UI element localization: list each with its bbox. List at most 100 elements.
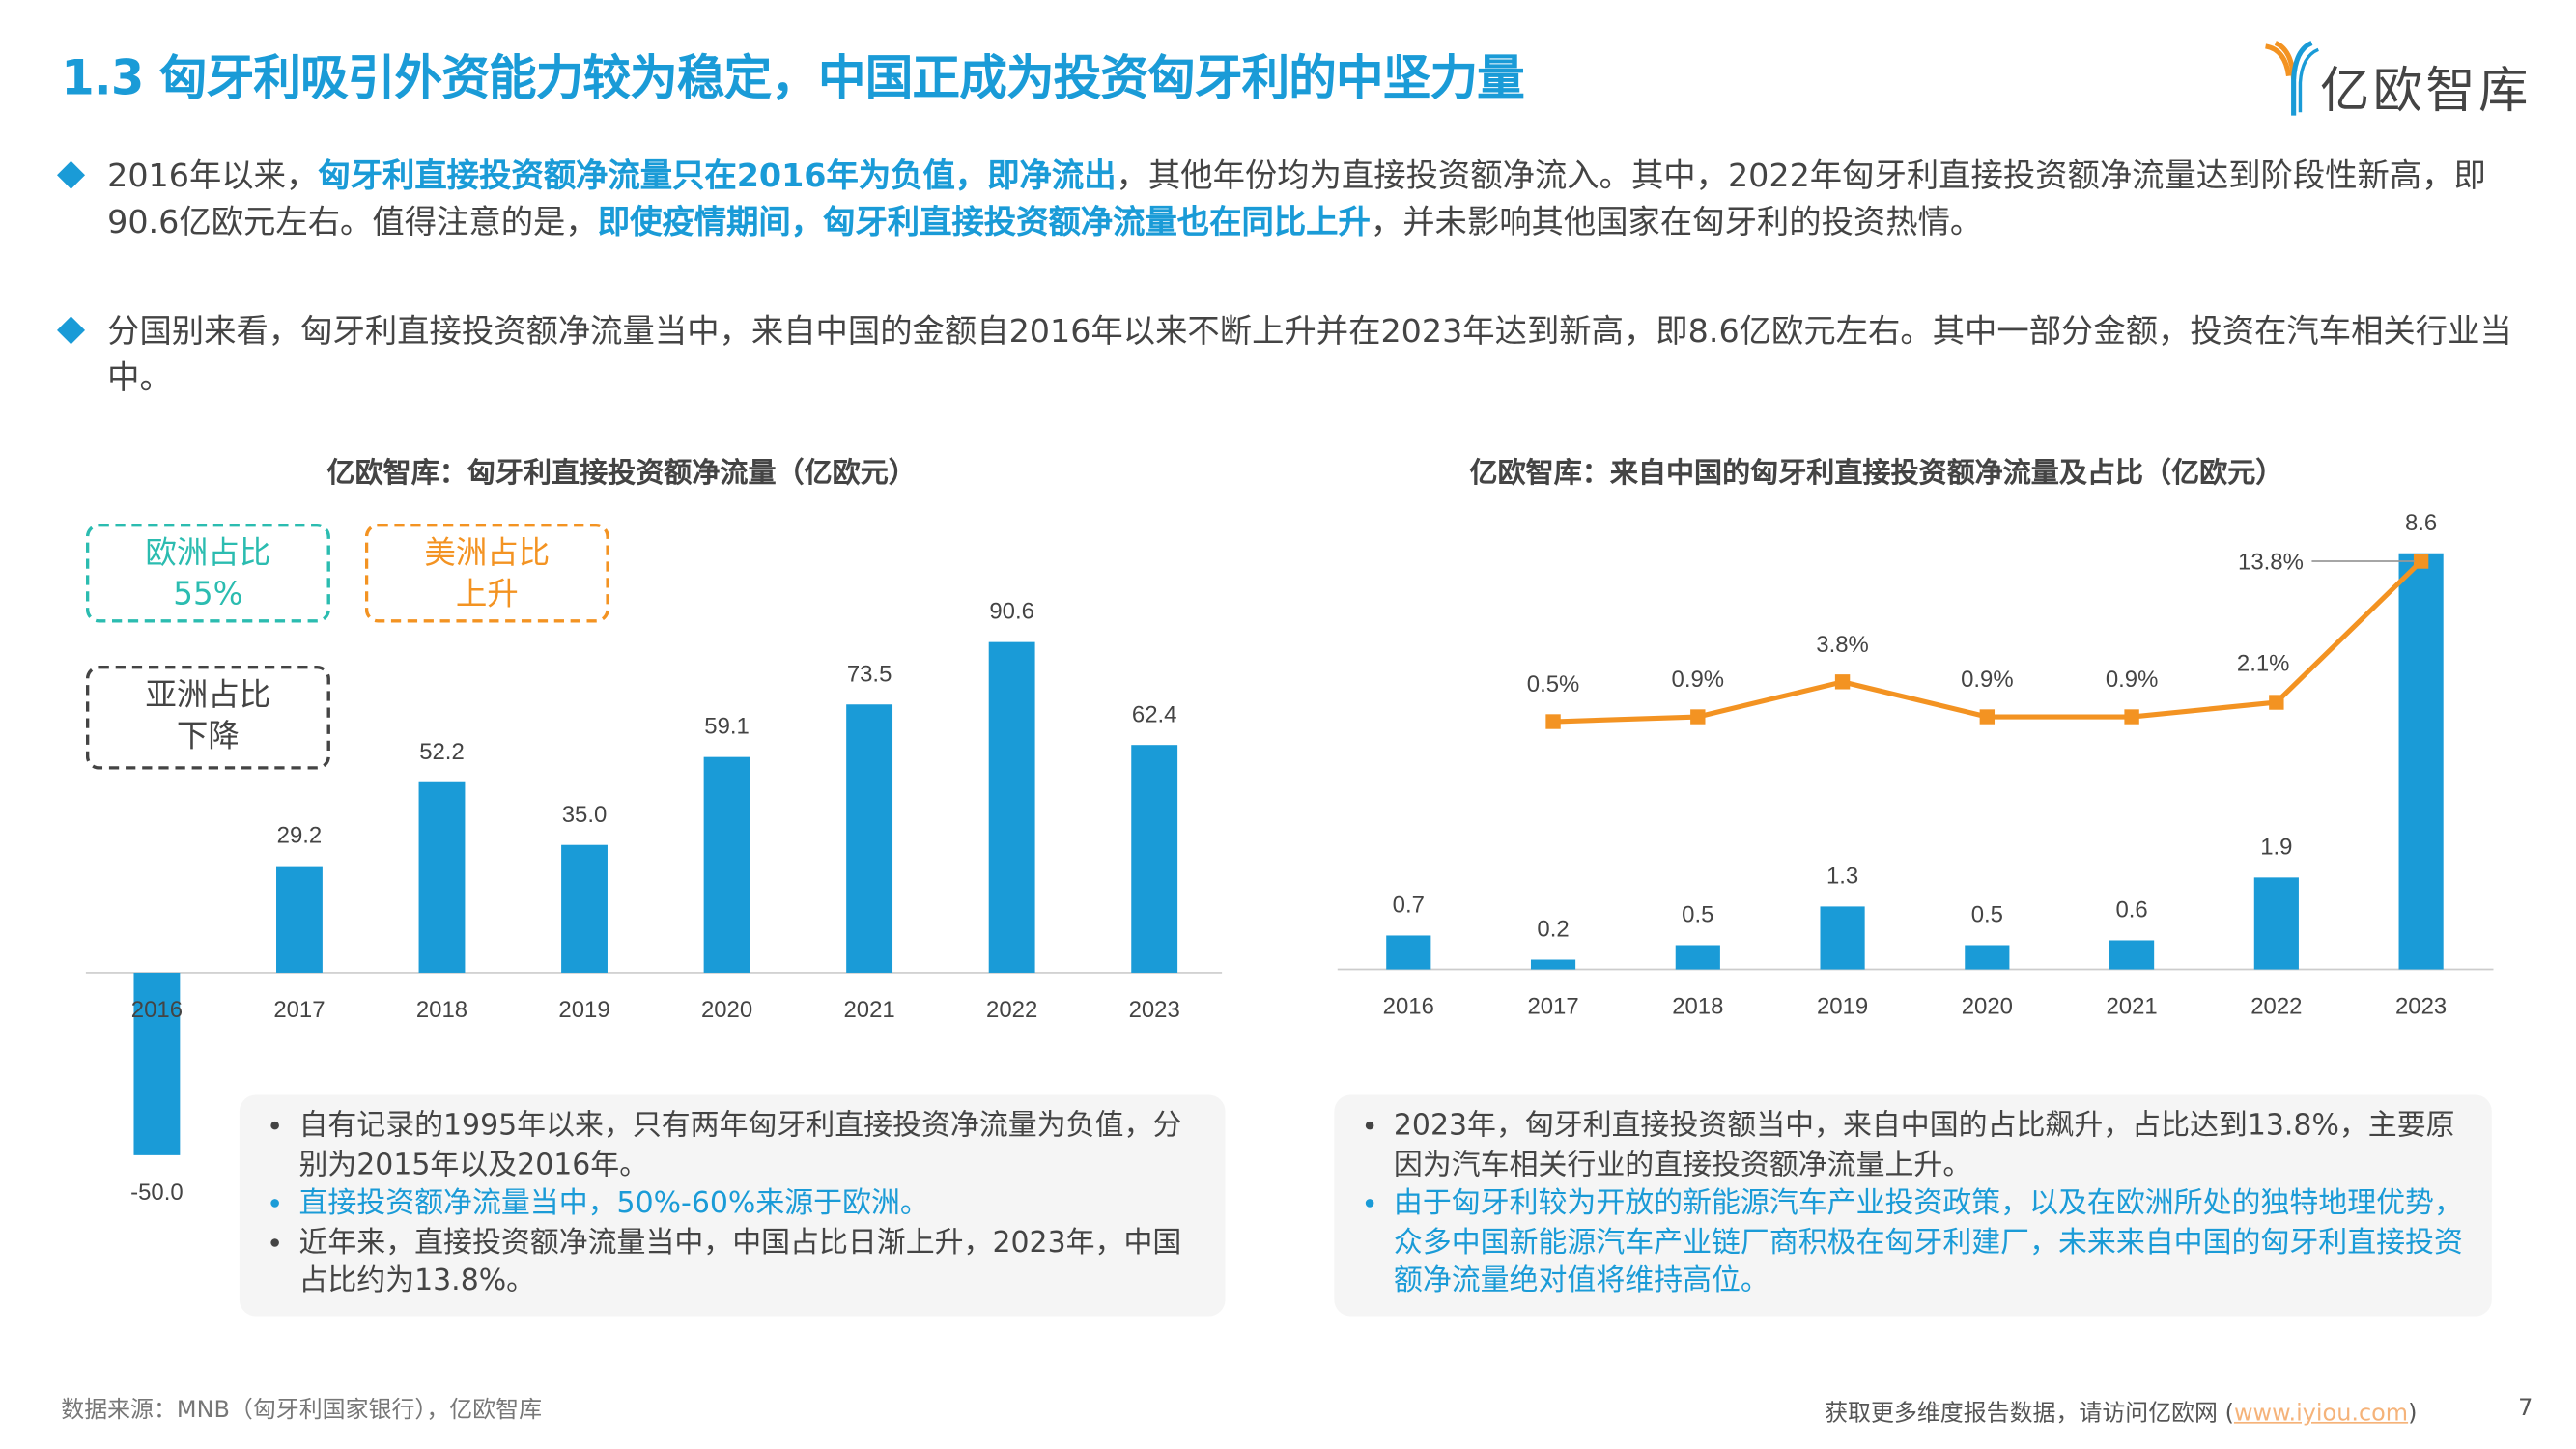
bar-value-label: 0.7 [1393,893,1425,919]
bar-value-label: 59.1 [704,714,750,740]
x-tick-label: 2017 [273,997,325,1023]
x-tick-label: 2021 [843,997,894,1023]
share-label: 0.9% [2106,667,2159,693]
left-chart-title: 亿欧智库：匈牙利直接投资额净流量（亿欧元） [326,457,917,491]
share-line [1552,559,2423,724]
bar-value-label: 8.6 [2405,510,2437,536]
bar [1675,945,1720,970]
x-tick-label: 2019 [558,997,609,1023]
bar [2109,940,2155,970]
bar-value-label: 0.2 [1537,917,1569,943]
bar-value-label: 1.3 [1826,863,1858,889]
data-source: 数据来源：MNB（匈牙利国家银行），亿欧智库 [61,1397,543,1424]
highlight-text: 即使疫情期间，匈牙利直接投资额净流量也在同比上升 [597,203,1371,242]
x-tick-label: 2021 [2106,994,2157,1020]
x-tick-label: 2023 [1129,997,1180,1023]
share-label: 0.9% [1961,667,2014,693]
bullet-2: 分国别来看，匈牙利直接投资额净流量当中，来自中国的金额自2016年以来不断上升并… [57,309,2513,402]
tag-value: 55% [173,576,243,613]
page-number: 7 [2518,1395,2534,1422]
x-tick-label: 2020 [1962,994,2013,1020]
bar-value-label: 0.6 [2115,897,2147,923]
tag-label: 亚洲占比 [145,676,271,714]
right-note-box: 2023年，匈牙利直接投资额当中，来自中国的占比飙升，占比达到13.8%，主要原… [1334,1094,2492,1317]
bar [703,756,750,973]
bar-value-label: 1.9 [2260,834,2292,860]
x-tick-label: 2016 [131,997,183,1023]
bullet-text: 2016年以来，匈牙利直接投资额净流量只在2016年为负值，即净流出，其他年份均… [107,154,2513,246]
bar [2398,553,2444,970]
tag-value: 上升 [455,576,519,613]
right-chart-title: 亿欧智库：来自中国的匈牙利直接投资额净流量及占比（亿欧元） [1469,457,2284,491]
bar-value-label: 73.5 [847,661,892,687]
x-tick-label: 2017 [1527,994,1578,1020]
bar [988,641,1035,973]
x-tick-label: 2020 [701,997,752,1023]
x-tick-label: 2018 [416,997,467,1023]
footer-text-end: ) [2408,1400,2418,1428]
page-title: 1.3 匈牙利吸引外资能力较为稳定，中国正成为投资匈牙利的中坚力量 [61,49,1525,106]
note-item: 直接投资额净流量当中，50%-60%来源于欧洲。 [298,1185,1199,1224]
bar [1530,959,1576,970]
x-tick-label: 2018 [1672,994,1723,1020]
bar [1386,935,1431,970]
body-text: ，并未影响其他国家在匈牙利的投资热情。 [1370,203,1983,242]
share-point [1545,714,1561,729]
share-point [2124,709,2139,724]
share-point [1690,709,1706,724]
share-label: 0.5% [1527,671,1580,697]
bullet-text: 分国别来看，匈牙利直接投资额净流量当中，来自中国的金额自2016年以来不断上升并… [107,309,2513,402]
footer-text: 获取更多维度报告数据，请访问亿欧网 ( [1825,1400,2234,1428]
note-item: 自有记录的1995年以来，只有两年匈牙利直接投资净流量为负值，分别为2015年以… [298,1108,1199,1185]
bar-value-label: 52.2 [419,739,465,765]
america-share-tag: 美洲占比 上升 [364,523,609,623]
note-item: 近年来，直接投资额净流量当中，中国占比日渐上升，2023年，中国占比约为13.8… [298,1225,1199,1302]
share-point [2269,695,2284,710]
bar [846,704,893,973]
x-tick-label: 2019 [1817,994,1868,1020]
share-label: 13.8% [2238,550,2304,576]
website-link[interactable]: www.iyiou.com [2233,1400,2409,1428]
body-text: ，其他年份均为直接投资额净流入。其中，2022年匈牙利直接投资额净流量达到阶段性… [107,156,2486,242]
bar-value-label: 90.6 [989,599,1034,625]
bar [1965,945,2010,970]
bar-value-label: 29.2 [277,823,323,849]
bar [133,972,181,1155]
bar-value-label: 0.5 [1971,902,2003,928]
bar [561,844,608,973]
bar-value-label: 35.0 [562,802,608,828]
tag-label: 欧洲占比 [145,534,271,572]
tag-value: 下降 [176,718,240,755]
share-label: 0.9% [1672,667,1725,693]
x-tick-label: 2022 [986,997,1037,1023]
asia-share-tag: 亚洲占比 下降 [85,665,330,770]
bar-value-label: 0.5 [1682,902,1713,928]
logo-text: 亿欧智库 [2319,62,2532,121]
share-point [1834,674,1851,690]
footer-visit: 获取更多维度报告数据，请访问亿欧网 (www.iyiou.com) [1825,1396,2417,1429]
note-item: 由于匈牙利较为开放的新能源汽车产业投资政策，以及在欧洲所处的独特地理优势，众多中… [1394,1185,2466,1302]
body-text: 2016年以来， [107,156,319,195]
bar [418,781,466,973]
bar-value-label: -50.0 [130,1179,184,1206]
left-note-box: 自有记录的1995年以来，只有两年匈牙利直接投资净流量为负值，分别为2015年以… [239,1094,1226,1317]
share-point [1979,709,1996,724]
tag-label: 美洲占比 [424,534,551,572]
bar-value-label: 62.4 [1132,701,1177,727]
bullet-1: 2016年以来，匈牙利直接投资额净流量只在2016年为负值，即净流出，其他年份均… [57,154,2513,246]
x-tick-label: 2022 [2250,994,2302,1020]
share-point [2413,554,2429,569]
share-label: 3.8% [1816,632,1869,658]
yiou-logo-icon [2264,41,2320,116]
bar [276,866,323,973]
bar [1131,745,1178,973]
x-tick-label: 2023 [2395,994,2447,1020]
highlight-text: 匈牙利直接投资额净流量只在2016年为负值，即净流出 [318,156,1117,195]
bar [1820,906,1865,970]
x-tick-label: 2016 [1383,994,1434,1020]
note-item: 2023年，匈牙利直接投资额当中，来自中国的占比飙升，占比达到13.8%，主要原… [1394,1108,2466,1185]
bar [2253,877,2299,970]
